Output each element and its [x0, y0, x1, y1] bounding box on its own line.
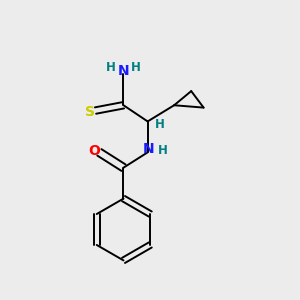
Text: H: H — [158, 144, 167, 158]
Text: O: O — [88, 144, 100, 158]
Text: N: N — [142, 142, 154, 156]
Text: H: H — [131, 61, 141, 74]
Text: H: H — [155, 118, 165, 131]
Text: H: H — [106, 61, 116, 74]
Text: N: N — [118, 64, 129, 78]
Text: S: S — [85, 105, 95, 119]
